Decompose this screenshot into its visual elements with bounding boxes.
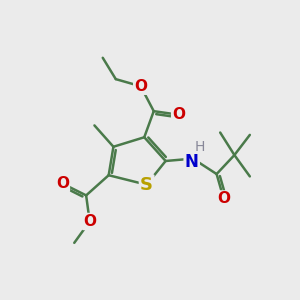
Text: S: S (140, 176, 153, 194)
Text: O: O (56, 176, 69, 191)
Text: N: N (185, 153, 199, 171)
Text: O: O (217, 191, 230, 206)
Text: H: H (195, 140, 205, 154)
Text: O: O (172, 107, 185, 122)
Text: O: O (134, 79, 147, 94)
Text: O: O (83, 214, 96, 229)
